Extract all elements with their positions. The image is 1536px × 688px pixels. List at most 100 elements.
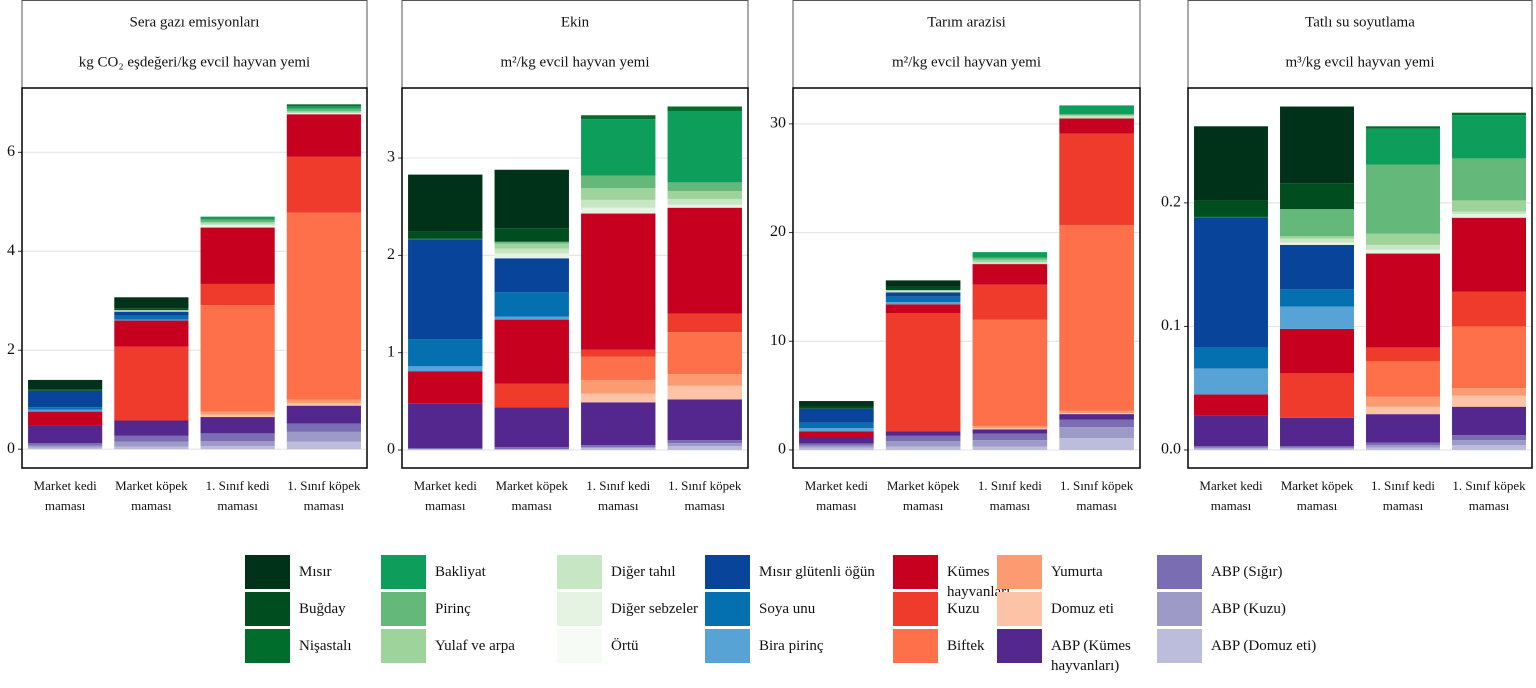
bar-segment [581, 379, 656, 394]
bar-segment [581, 175, 656, 189]
x-tick-label: 1. Sınıf kedi maması [1371, 478, 1435, 513]
legend-swatch [557, 555, 602, 589]
bar-segment [581, 115, 656, 120]
y-tick-label: 6 [7, 143, 15, 160]
legend-swatch [381, 592, 426, 626]
legend-label: Domuz eti [1051, 601, 1114, 617]
x-tick-label: Market kedi maması [33, 478, 97, 513]
bar-segment [581, 199, 656, 208]
panel-subtitle: kg CO₂ eşdeğeri/kg evcil hayvan yemi [79, 54, 310, 70]
bar-segment [581, 445, 656, 448]
bar-segment [667, 399, 742, 441]
y-tick-label: 0 [778, 441, 786, 458]
panel-title: Tatlı su soyutlama [1305, 14, 1415, 30]
bar-segment [1280, 209, 1354, 237]
bar-segment [1194, 368, 1268, 395]
legend-label: Biftek [947, 638, 985, 654]
bar-segment [1059, 410, 1134, 413]
y-tick-label: 30 [770, 115, 786, 132]
panel-subtitle: m³/kg evcil hayvan yemi [1285, 54, 1434, 70]
bar-segment [1366, 249, 1440, 254]
legend-label: Diğer sebzeler [611, 601, 699, 617]
bar-segment [799, 438, 874, 444]
legend-label: Soya unu [759, 601, 816, 617]
bar-segment [581, 207, 656, 214]
bar-segment [1059, 115, 1134, 117]
bar-segment [1280, 448, 1354, 450]
bar-segment [1194, 415, 1268, 447]
bar-segment [494, 241, 569, 244]
bar-segment [200, 222, 275, 224]
bar-segment [581, 447, 656, 449]
bar-segment [1452, 440, 1526, 446]
bar-segment [494, 169, 569, 229]
y-tick-label: 0.0 [1161, 441, 1181, 458]
legend-swatch [245, 592, 290, 626]
bar-segment [200, 223, 275, 226]
legend-swatch [1157, 592, 1202, 626]
bar-segment [114, 311, 189, 316]
bar-segment [1280, 244, 1354, 290]
y-tick-label: 10 [770, 332, 786, 349]
bar-segment [1366, 447, 1440, 450]
bar-segment [408, 403, 483, 449]
bar-segment [799, 447, 874, 450]
x-tick-label: 1. Sınıf kedi maması [586, 478, 651, 513]
panel-title: Tarım arazisi [927, 14, 1006, 30]
legend-label: Yumurta [1051, 564, 1103, 580]
bar-segment [28, 425, 103, 444]
bar-segment [1452, 406, 1526, 436]
bar-segment [1366, 164, 1440, 234]
bar-segment [972, 284, 1048, 320]
bar-segment [885, 435, 961, 442]
bar-segment [885, 313, 961, 432]
legend-label: Buğday [299, 601, 346, 617]
bar-segment [1452, 112, 1526, 116]
bar-segment [799, 431, 874, 438]
y-tick-label: 3 [387, 149, 395, 166]
bar-segment [581, 349, 656, 357]
bar-segment [200, 446, 275, 450]
x-tick-label: 1. Sınıf köpek maması [1059, 478, 1134, 513]
bar-segment [200, 225, 275, 227]
x-tick-label: Market kedi maması [413, 478, 477, 513]
x-tick-label: Market kedi maması [1199, 478, 1263, 513]
plot-border [1187, 87, 1533, 469]
x-tick-label: 1. Sınıf kedi maması [977, 478, 1042, 513]
bar-segment [972, 264, 1048, 285]
y-tick-label: 0 [387, 441, 395, 458]
bar-segment [1280, 328, 1354, 374]
bar-segment [667, 111, 742, 183]
x-tick-label: Market kedi maması [804, 478, 868, 513]
legend-swatch [705, 555, 750, 589]
bar-segment [1194, 448, 1268, 450]
bar-segment [286, 403, 361, 406]
bar-segment [286, 114, 361, 157]
x-tick-label: Market köpek maması [495, 478, 569, 513]
bar-segment [667, 106, 742, 112]
legend-label: Mısır [299, 564, 332, 580]
bar-segment [494, 319, 569, 384]
panel-header [21, 0, 368, 89]
bar-segment [581, 356, 656, 380]
bar-segment [885, 296, 961, 303]
bar-segment [1194, 200, 1268, 217]
bar-segment [114, 435, 189, 442]
bar-segment [28, 447, 103, 450]
bar-segment [1452, 158, 1526, 201]
bar-segment [1366, 396, 1440, 407]
plot-border [401, 87, 749, 469]
bar-segment [494, 292, 569, 317]
legend-swatch [381, 629, 426, 663]
bar-segment [1280, 446, 1354, 448]
bar-segment [667, 204, 742, 208]
bar-segment [799, 406, 874, 409]
legend-label: Örtü [611, 638, 639, 654]
bar-segment [667, 385, 742, 400]
bar-segment [28, 411, 103, 426]
bar-segment [286, 405, 361, 424]
bar-segment [1366, 414, 1440, 443]
bar-segment [200, 433, 275, 442]
bar-segment [1280, 106, 1354, 184]
